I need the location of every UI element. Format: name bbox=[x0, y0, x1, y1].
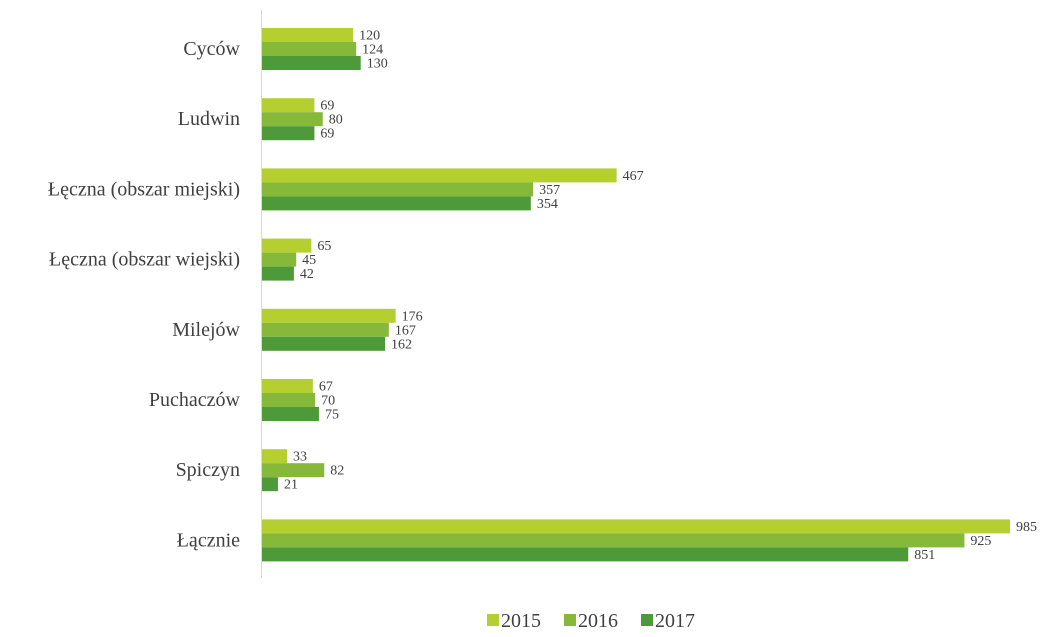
bar-cyców-2015 bbox=[262, 28, 354, 42]
legend-swatch-2015 bbox=[487, 614, 499, 626]
bar-milejów-2016 bbox=[262, 322, 389, 337]
value-label-ludwin-2017: 69 bbox=[320, 127, 334, 142]
category-label-ludwin: Ludwin bbox=[178, 108, 240, 130]
legend: 2015 2016 2017 bbox=[487, 610, 695, 632]
bar-milejów-2015 bbox=[262, 308, 396, 323]
bar-milejów-2017 bbox=[262, 336, 386, 351]
value-label-ludwin-2015: 69 bbox=[320, 99, 334, 114]
value-label-ludwin-2016: 80 bbox=[329, 113, 343, 128]
bar-łęczna-obszar-miejski-2016 bbox=[262, 182, 534, 197]
legend-label-2017: 2017 bbox=[655, 610, 695, 632]
category-label-cyców: Cyców bbox=[183, 38, 240, 60]
value-label-łącznie-2016: 925 bbox=[970, 534, 991, 549]
value-label-cyców-2015: 120 bbox=[359, 29, 380, 44]
bar-puchaczów-2015 bbox=[262, 379, 313, 393]
category-label-milejów: Milejów bbox=[172, 319, 240, 341]
bar-łęczna-obszar-wiejski-2015 bbox=[262, 238, 312, 253]
value-label-milejów-2017: 162 bbox=[391, 337, 412, 352]
category-label-puchaczów: Puchaczów bbox=[149, 389, 241, 411]
value-label-milejów-2016: 167 bbox=[395, 323, 416, 338]
bar-ludwin-2015 bbox=[262, 98, 315, 113]
value-label-puchaczów-2016: 70 bbox=[321, 394, 335, 409]
bar-spiczyn-2015 bbox=[262, 449, 288, 464]
bar-puchaczów-2016 bbox=[262, 393, 316, 407]
bar-cyców-2017 bbox=[262, 56, 361, 70]
category-label-łęczna-obszar-miejski: Łęczna (obszar miejski) bbox=[48, 178, 240, 200]
value-label-łęczna-obszar-wiejski-2016: 45 bbox=[302, 253, 316, 268]
value-label-łącznie-2015: 985 bbox=[1016, 520, 1037, 535]
category-label-łącznie: Łącznie bbox=[177, 529, 240, 551]
value-label-puchaczów-2015: 67 bbox=[319, 380, 333, 395]
legend-label-2015: 2015 bbox=[501, 610, 541, 632]
bar-ludwin-2017 bbox=[262, 126, 315, 141]
legend-swatch-2016 bbox=[564, 614, 576, 626]
bar-cyców-2016 bbox=[262, 42, 357, 56]
value-label-cyców-2016: 124 bbox=[362, 43, 383, 58]
category-label-spiczyn: Spiczyn bbox=[176, 459, 240, 481]
bar-łęczna-obszar-wiejski-2017 bbox=[262, 266, 294, 281]
bar-łącznie-2017 bbox=[262, 547, 909, 562]
bar-łęczna-obszar-miejski-2015 bbox=[262, 168, 617, 183]
bar-łęczna-obszar-miejski-2017 bbox=[262, 196, 531, 211]
category-label-łęczna-obszar-wiejski: Łęczna (obszar wiejski) bbox=[49, 249, 240, 271]
value-label-spiczyn-2016: 82 bbox=[330, 464, 344, 479]
value-label-puchaczów-2017: 75 bbox=[325, 408, 339, 423]
legend-swatch-2017 bbox=[641, 614, 653, 626]
value-label-spiczyn-2017: 21 bbox=[284, 478, 298, 493]
value-label-łęczna-obszar-miejski-2015: 467 bbox=[623, 169, 644, 184]
bar-spiczyn-2016 bbox=[262, 463, 325, 478]
bar-łącznie-2015 bbox=[262, 519, 1010, 534]
value-label-łęczna-obszar-wiejski-2017: 42 bbox=[300, 267, 314, 282]
value-label-łęczna-obszar-miejski-2017: 354 bbox=[537, 197, 558, 212]
bar-spiczyn-2017 bbox=[262, 477, 278, 492]
bar-łęczna-obszar-wiejski-2016 bbox=[262, 252, 297, 267]
value-label-cyców-2017: 130 bbox=[367, 57, 388, 72]
value-label-łęczna-obszar-miejski-2016: 357 bbox=[539, 183, 560, 198]
bar-puchaczów-2017 bbox=[262, 407, 319, 421]
category-labels-layer: Cyców Ludwin Łęczna (obszar miejski) Łęczna… bbox=[48, 38, 241, 551]
value-label-łącznie-2017: 851 bbox=[914, 548, 935, 563]
bars-layer bbox=[262, 28, 1010, 562]
value-label-łęczna-obszar-wiejski-2015: 65 bbox=[317, 239, 331, 254]
bar-ludwin-2016 bbox=[262, 112, 323, 127]
value-label-spiczyn-2015: 33 bbox=[293, 450, 307, 465]
bar-łącznie-2016 bbox=[262, 533, 965, 548]
legend-label-2016: 2016 bbox=[578, 610, 618, 632]
value-label-milejów-2015: 176 bbox=[402, 309, 423, 324]
